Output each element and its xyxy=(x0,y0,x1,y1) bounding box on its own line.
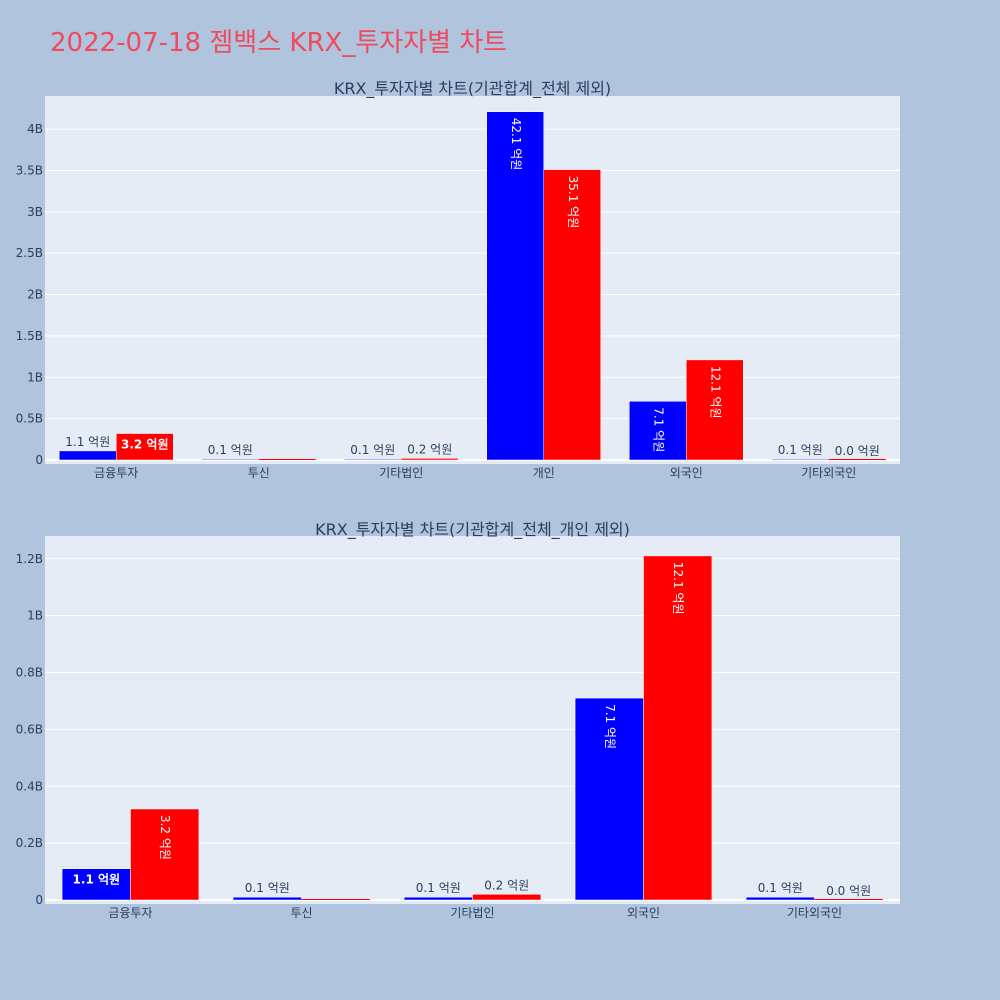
data-label: 1.1 억원 xyxy=(65,435,110,449)
bar xyxy=(643,555,713,901)
bar xyxy=(401,458,459,461)
bar xyxy=(472,894,542,901)
x-tick-label: 투신 xyxy=(290,906,312,920)
bar xyxy=(745,896,815,901)
x-tick-label: 외국인 xyxy=(670,466,703,480)
y-tick-label: 1.5B xyxy=(16,329,43,343)
x-tick-label: 기타외국인 xyxy=(787,906,842,920)
data-label: 35.1 억원 xyxy=(566,176,580,229)
data-label: 42.1 억원 xyxy=(509,118,523,171)
data-label: 0.1 억원 xyxy=(245,881,290,895)
bar xyxy=(301,899,370,900)
bar xyxy=(771,458,829,461)
y-tick-label: 0.4B xyxy=(16,779,43,793)
y-tick-label: 3B xyxy=(27,205,43,219)
bar xyxy=(61,868,131,901)
data-label: 1.1 억원 xyxy=(73,873,121,887)
x-tick-label: 투신 xyxy=(248,466,270,480)
data-label: 0.1 억원 xyxy=(416,881,461,895)
x-tick-label: 외국인 xyxy=(627,906,660,920)
bar xyxy=(686,359,744,461)
data-label: 3.2 억원 xyxy=(121,438,169,452)
y-tick-label: 0.5B xyxy=(16,412,43,426)
y-tick-label: 0.2B xyxy=(16,836,43,850)
data-label: 3.2 억원 xyxy=(158,815,172,860)
data-label: 0.0 억원 xyxy=(826,884,871,898)
x-tick-label: 금융투자 xyxy=(94,466,138,480)
y-tick-label: 0.6B xyxy=(16,722,43,736)
data-label: 0.0 억원 xyxy=(835,444,880,458)
y-tick-label: 0 xyxy=(35,453,43,467)
y-tick-label: 1B xyxy=(27,609,43,623)
y-tick-label: 1.2B xyxy=(16,552,43,566)
x-tick-label: 기타외국인 xyxy=(801,466,856,480)
bar xyxy=(629,401,687,461)
bar xyxy=(574,697,644,901)
data-label: 0.1 억원 xyxy=(350,443,395,457)
bar xyxy=(130,808,200,901)
x-tick-label: 기타법인 xyxy=(379,466,423,480)
bar xyxy=(828,459,886,460)
plot-area-1 xyxy=(45,96,900,464)
bar xyxy=(59,450,117,461)
y-tick-label: 1B xyxy=(27,370,43,384)
x-tick-label: 금융투자 xyxy=(108,906,152,920)
y-tick-label: 2B xyxy=(27,288,43,302)
y-tick-label: 4B xyxy=(27,122,43,136)
x-tick-label: 개인 xyxy=(533,466,555,480)
y-tick-label: 0 xyxy=(35,893,43,907)
data-label: 0.1 억원 xyxy=(758,881,803,895)
data-label: 0.1 억원 xyxy=(778,443,823,457)
data-label: 0.2 억원 xyxy=(484,878,529,892)
x-tick-label: 기타법인 xyxy=(450,906,494,920)
data-label: 0.1 억원 xyxy=(208,443,253,457)
bar xyxy=(232,896,302,901)
bar xyxy=(258,459,316,460)
data-label: 0.2 억원 xyxy=(407,442,452,456)
bar xyxy=(344,458,402,461)
bar xyxy=(486,111,544,461)
y-tick-label: 2.5B xyxy=(16,246,43,260)
bar xyxy=(116,433,174,461)
bar xyxy=(543,169,601,461)
data-label: 12.1 억원 xyxy=(671,562,685,615)
data-label: 12.1 억원 xyxy=(708,366,722,419)
data-label: 7.1 억원 xyxy=(603,704,617,749)
y-tick-label: 3.5B xyxy=(16,163,43,177)
chart-title-1: KRX_투자자별 차트(기관합계_전체 제외) xyxy=(334,79,611,99)
bar xyxy=(201,458,259,461)
chart-title-2: KRX_투자자별 차트(기관합계_전체_개인 제외) xyxy=(315,520,630,540)
page-title: 2022-07-18 젬백스 KRX_투자자별 차트 xyxy=(50,28,508,58)
bar xyxy=(814,899,883,900)
data-label: 7.1 억원 xyxy=(651,407,665,452)
bar xyxy=(403,896,473,901)
y-tick-label: 0.8B xyxy=(16,666,43,680)
